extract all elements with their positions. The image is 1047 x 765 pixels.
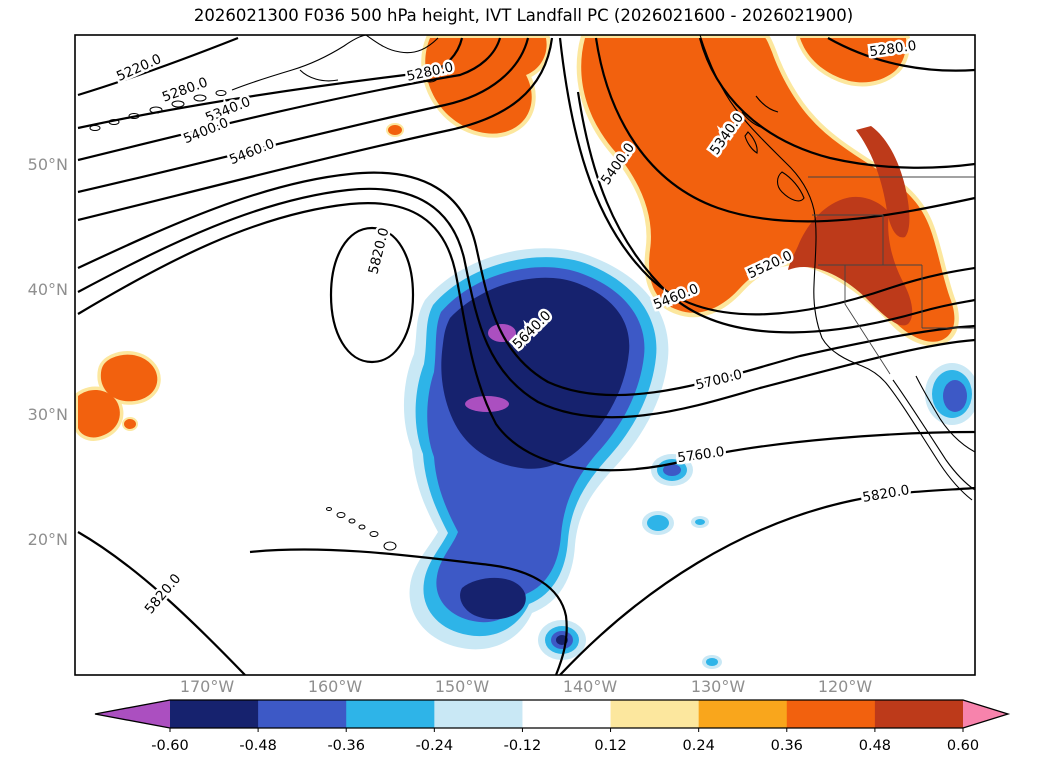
contour-line — [827, 37, 975, 72]
contour-label: 5760.0 — [676, 444, 725, 466]
coastline — [744, 131, 758, 154]
coastline — [231, 35, 367, 91]
shaded-region — [856, 126, 910, 238]
x-tick-label: 170°W — [180, 677, 235, 696]
contour-line — [576, 91, 975, 334]
colorbar-segment — [346, 700, 435, 728]
contour-line — [559, 486, 975, 675]
island-coastline — [149, 106, 163, 114]
colorbar-tick-label: -0.36 — [327, 738, 365, 754]
colorbar-segment — [434, 700, 524, 728]
colorbar-segment — [522, 700, 612, 728]
coastline — [741, 111, 765, 129]
island-coastline — [326, 507, 332, 511]
shaded-region — [695, 519, 705, 525]
shaded-region — [788, 196, 913, 326]
y-tick-label: 50°N — [28, 155, 68, 174]
border-line — [844, 265, 891, 375]
y-tick-label: 40°N — [28, 280, 68, 299]
coastline — [755, 95, 779, 113]
map-layers: 5220.05280.05280.05340.05400.05460.05820… — [75, 35, 975, 675]
colorbar-segment — [258, 700, 347, 728]
y-tick-label: 30°N — [28, 405, 68, 424]
contour-label: 5820.0 — [861, 482, 910, 506]
colorbar-tick-label: 0.12 — [594, 738, 626, 754]
shaded-region — [647, 515, 669, 531]
contour-label: 5220.0 — [114, 51, 164, 85]
island-coastline — [89, 125, 101, 131]
coastline — [892, 379, 975, 491]
contour-line — [558, 37, 975, 316]
chart-title: 2026021300 F036 500 hPa height, IVT Land… — [193, 6, 854, 25]
contour-line — [77, 36, 239, 97]
coastline — [365, 35, 439, 54]
colorbar-tick-label: 0.36 — [771, 738, 803, 754]
x-tick-label: 150°W — [435, 677, 490, 696]
shaded-region — [706, 658, 718, 666]
shaded-region — [663, 464, 681, 476]
x-tick-label: 120°W — [818, 677, 873, 696]
island-coastline — [171, 100, 185, 108]
contour-line — [77, 37, 502, 162]
island-coastline — [336, 512, 346, 518]
coastline — [915, 375, 975, 453]
island-coastline — [422, 73, 438, 83]
colorbar-tick-label: 0.60 — [947, 738, 979, 754]
contour-line — [77, 531, 246, 675]
coastline — [299, 69, 339, 82]
contour-label: 5820.0 — [142, 571, 185, 617]
x-tick-label: 130°W — [691, 677, 746, 696]
shaded-region — [124, 419, 136, 429]
island-coastline — [108, 119, 120, 125]
island-coastline — [383, 541, 397, 551]
colorbar-segment — [874, 700, 964, 728]
shaded-region — [800, 38, 907, 83]
shaded-region — [460, 577, 526, 620]
contour-line — [77, 187, 975, 419]
y-tick-label: 20°N — [28, 530, 68, 549]
island-coastline — [215, 90, 227, 96]
colorbar-tick-label: -0.24 — [416, 738, 454, 754]
colorbar-tick-label: -0.60 — [151, 738, 189, 754]
contour-label: 5460.0 — [227, 136, 277, 169]
shaded-region — [78, 390, 120, 438]
contour-line — [77, 37, 554, 222]
island-coastline — [369, 531, 379, 537]
colorbar-tick-label: -0.12 — [504, 738, 542, 754]
contour-line — [594, 37, 975, 223]
x-tick-label: 140°W — [563, 677, 618, 696]
shaded-region — [943, 380, 967, 412]
coastline — [699, 35, 973, 501]
contour-label: 5820.0 — [366, 226, 393, 276]
contour-line — [77, 37, 530, 194]
colorbar-segment — [170, 700, 259, 728]
contour-line — [249, 548, 568, 675]
contour-line — [77, 171, 975, 397]
colorbar-tick-label: 0.48 — [859, 738, 891, 754]
colorbar-extend-right — [963, 700, 1008, 728]
colorbar-segment — [786, 700, 876, 728]
colorbar-extend-left — [95, 700, 170, 728]
contour-line — [329, 226, 415, 364]
island-coastline — [358, 524, 366, 530]
contour-line — [77, 202, 975, 472]
shaded-region — [100, 354, 158, 402]
shaded-region — [388, 125, 402, 135]
colorbar-segment — [698, 700, 788, 728]
plot-frame — [74, 34, 976, 676]
island-coastline — [128, 113, 140, 119]
island-coastline — [348, 518, 356, 524]
island-coastline — [193, 94, 207, 102]
contour-label: 5700.0 — [694, 367, 744, 394]
colorbar-segment — [610, 700, 700, 728]
coastline — [776, 171, 805, 202]
colorbar-tick-label: 0.24 — [683, 738, 715, 754]
colorbar-tick-label: -0.48 — [239, 738, 277, 754]
x-tick-label: 160°W — [308, 677, 363, 696]
